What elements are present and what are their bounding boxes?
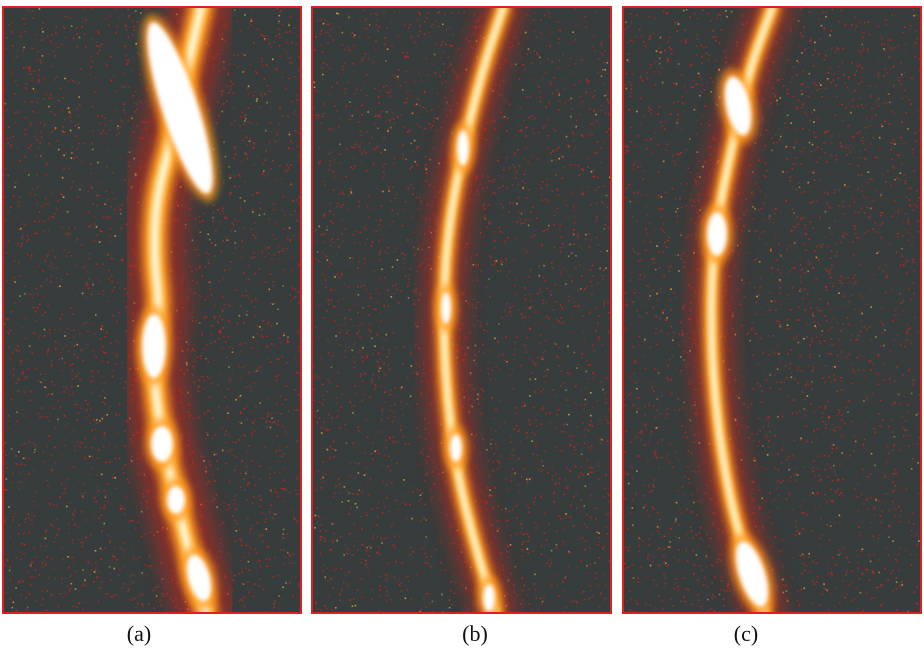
bright-spot-a-4	[186, 554, 212, 602]
fluorescence-image-panel-a	[2, 6, 302, 614]
fluorescence-image-panel-c	[622, 6, 922, 614]
bright-spot-b-3	[483, 584, 495, 612]
bright-spot-a-1	[142, 314, 166, 378]
bright-spot-a-2	[151, 426, 173, 462]
bright-spot-a-3	[167, 486, 185, 514]
strand-image-b	[313, 8, 610, 612]
bright-spot-c-2	[735, 541, 769, 607]
bright-spot-c-0	[724, 76, 752, 136]
noise-speckle-c	[624, 8, 920, 612]
panel-label-b: (b)	[462, 621, 488, 646]
bright-spot-b-1	[441, 292, 451, 324]
bright-spot-a-0	[147, 22, 213, 194]
bright-spot-b-2	[450, 434, 462, 462]
fluorescence-image-panel-b	[311, 6, 612, 614]
bright-spot-c-1	[707, 212, 727, 256]
panel-label-a: (a)	[126, 621, 152, 646]
panel-label-c: (c)	[733, 621, 759, 646]
bright-spot-b-0	[457, 130, 469, 166]
strand-image-a	[4, 8, 300, 612]
strand-image-c	[624, 8, 920, 612]
strand-core-b	[441, 8, 505, 612]
